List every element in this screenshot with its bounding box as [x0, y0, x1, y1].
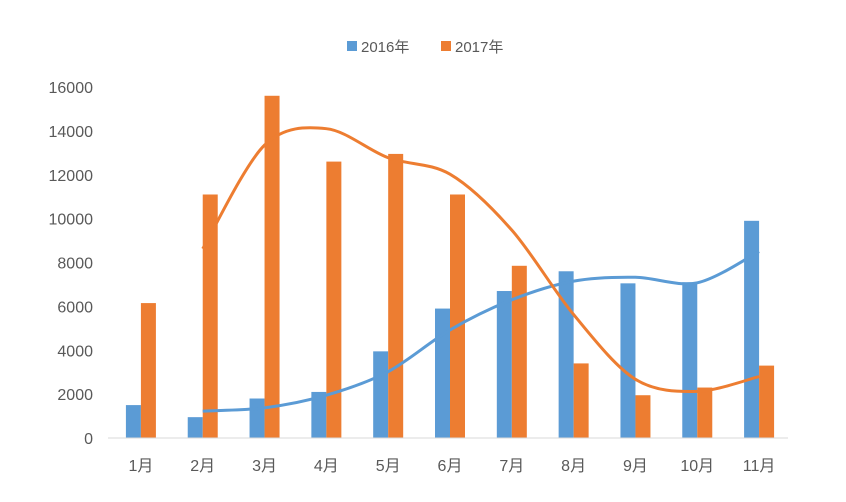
bar-2016年-9月: [620, 283, 636, 438]
y-tick-label: 14000: [49, 124, 94, 141]
bar-2016年-6月: [435, 308, 450, 438]
y-tick-label: 6000: [57, 299, 93, 316]
x-tick-label: 5月: [376, 458, 401, 475]
bar-2017年-9月: [635, 395, 651, 438]
x-tick-label: 2月: [190, 458, 215, 475]
y-tick-label: 8000: [57, 256, 93, 273]
trendline-2017年: [201, 126, 760, 393]
legend-label-2016: 2016年: [361, 39, 409, 56]
x-tick-label: 1月: [128, 458, 153, 475]
bar-2016年-10月: [682, 282, 698, 438]
bar-2016年-7月: [496, 291, 512, 438]
bar-2016年-1月: [125, 405, 141, 438]
bar-2017年-8月: [573, 363, 589, 438]
y-axis: 0 2000 4000 6000 8000 10000 12000 14000 16000: [49, 80, 94, 448]
bars: [125, 95, 775, 439]
bar-2017年-2月: [202, 194, 218, 438]
bar-2017年-7月: [511, 265, 527, 438]
bar-2017年-6月: [450, 194, 465, 438]
x-tick-label: 3月: [252, 458, 277, 475]
x-tick-label: 4月: [314, 458, 339, 475]
trendlines: [201, 126, 760, 413]
y-tick-label: 12000: [49, 168, 94, 185]
x-axis: 1月 2月 3月 4月 5月 6月 7月 8月 9月 10月 11月: [128, 458, 775, 475]
x-tick-label: 10月: [680, 458, 714, 475]
y-tick-label: 4000: [57, 343, 93, 360]
bar-2017年-1月: [140, 303, 156, 438]
x-tick-label: 6月: [438, 458, 463, 475]
y-tick-label: 10000: [49, 212, 94, 229]
trendline-2016年: [202, 250, 760, 413]
bar-2016年-8月: [558, 271, 574, 438]
bar-2016年-4月: [311, 391, 327, 438]
y-tick-label: 2000: [57, 387, 93, 404]
bar-2017年-5月: [388, 153, 404, 439]
bar-2017年-3月: [264, 95, 280, 439]
bar-2017年-11月: [759, 365, 775, 438]
bar-2017年-10月: [697, 387, 713, 438]
bar-2017年-4月: [326, 161, 342, 438]
y-tick-label: 0: [84, 431, 93, 448]
legend-label-2017: 2017年: [455, 39, 503, 56]
bar-2016年-3月: [249, 398, 265, 438]
bar-2016年-11月: [744, 220, 760, 438]
legend-swatch-2016: [347, 41, 357, 51]
legend: 2016年 2017年: [347, 39, 503, 56]
bar-2016年-2月: [187, 417, 203, 438]
legend-swatch-2017: [441, 41, 451, 51]
x-tick-label: 8月: [561, 458, 586, 475]
x-tick-label: 9月: [623, 458, 648, 475]
x-tick-label: 11月: [743, 458, 776, 475]
bar-2016年-5月: [373, 351, 389, 438]
x-tick-label: 7月: [499, 458, 524, 475]
y-tick-label: 16000: [49, 80, 94, 97]
